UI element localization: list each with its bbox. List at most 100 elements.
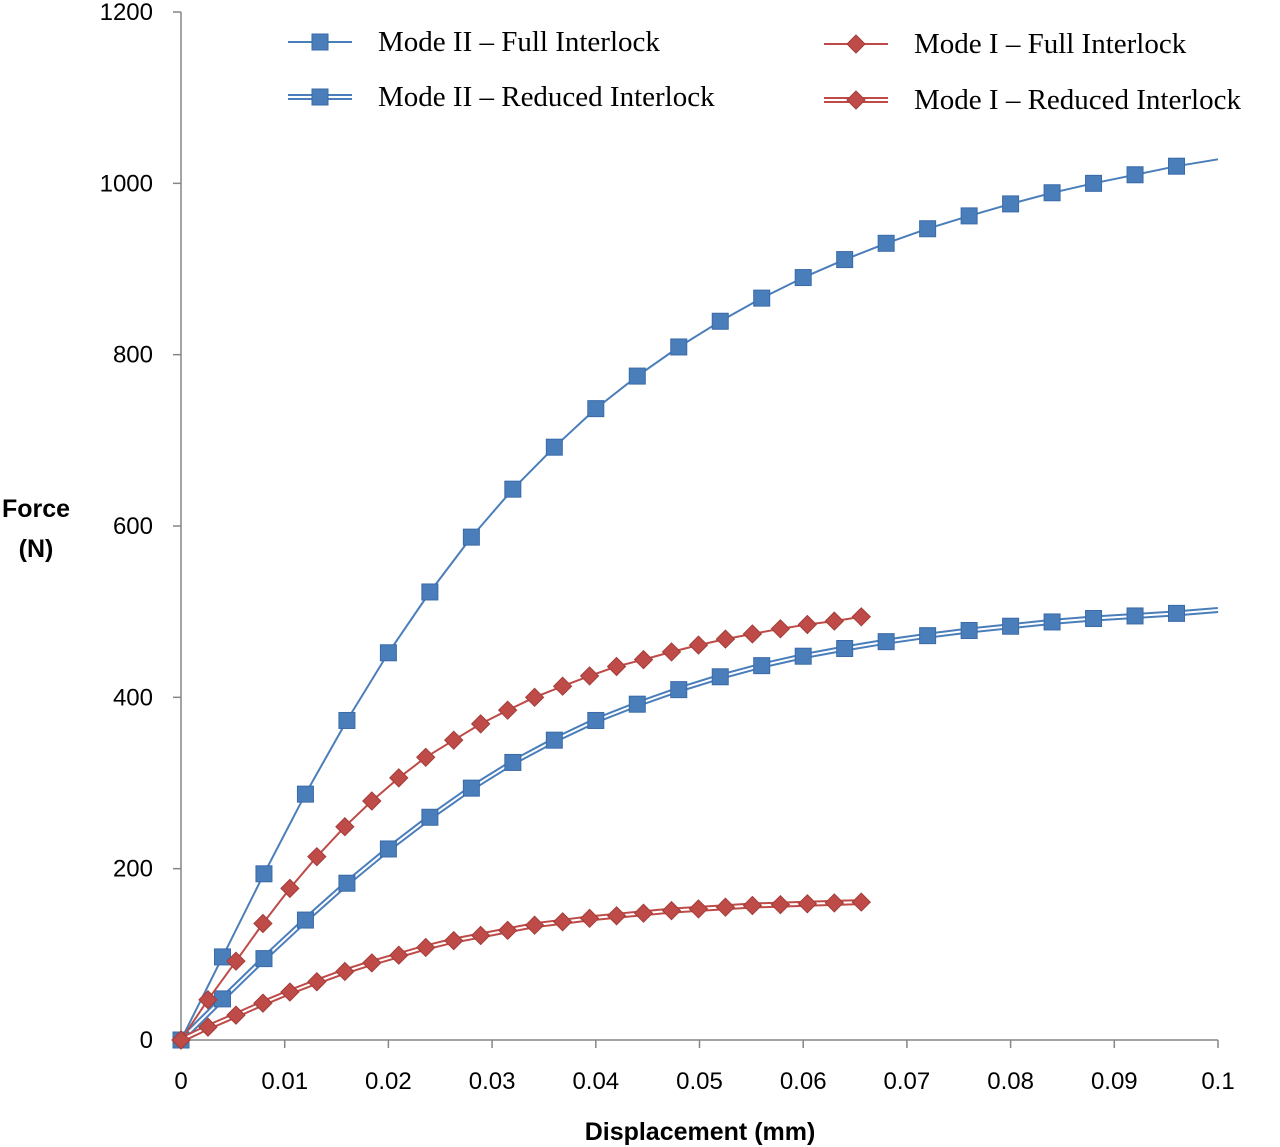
data-point (670, 338, 688, 356)
data-point (1085, 174, 1103, 192)
data-point (545, 438, 563, 456)
data-point (960, 207, 978, 225)
data-point (389, 768, 409, 788)
data-point (797, 614, 818, 635)
data-point (171, 1030, 191, 1050)
series-line-outer (179, 899, 862, 1043)
legend-label: Mode II – Reduced Interlock (378, 81, 715, 113)
y-tick-label: 0 (140, 1027, 153, 1054)
data-point (421, 583, 439, 601)
data-point (579, 666, 600, 686)
data-point (552, 676, 573, 696)
data-point (1002, 195, 1020, 213)
data-point (416, 747, 436, 768)
data-point (338, 711, 356, 729)
data-point (877, 234, 895, 252)
data-point (421, 808, 439, 826)
data-point (824, 893, 845, 913)
data-point (1168, 157, 1186, 175)
data-point (579, 908, 600, 929)
data-point (444, 730, 464, 750)
data-point (633, 649, 654, 670)
data-point (715, 897, 736, 917)
legend-label: Mode I – Full Interlock (914, 28, 1187, 60)
data-point (444, 930, 464, 951)
data-point (504, 480, 522, 498)
y-tick-label: 1200 (100, 0, 153, 26)
data-point (606, 906, 627, 926)
y-tick-label: 200 (113, 856, 153, 883)
data-point (307, 972, 327, 992)
data-point (416, 937, 436, 958)
legend-item: Mode II – Reduced Interlock (288, 81, 715, 113)
data-point (470, 714, 491, 734)
data-point (280, 878, 300, 899)
legend: Mode II – Full Interlock Mode II – Reduce… (288, 26, 1241, 116)
legend-marker (311, 33, 329, 51)
tick-labels: 0 200 400 600 800 1000 1200 0 0.01 0.02 0.03 0.04 0.… (100, 0, 1235, 1095)
data-point (307, 846, 327, 867)
legend-item: Mode I – Reduced Interlock (824, 84, 1241, 116)
data-point (253, 993, 273, 1013)
legend-marker (311, 88, 329, 106)
series-layer (171, 157, 1219, 1050)
data-point (587, 400, 605, 418)
legend-marker (846, 90, 866, 110)
data-point (661, 900, 682, 921)
data-point (362, 791, 382, 811)
data-point (770, 894, 791, 915)
data-point (606, 656, 627, 677)
data-point (470, 925, 491, 946)
data-point (1043, 613, 1061, 631)
y-tick-label: 400 (113, 684, 153, 711)
x-tick-label: 0.03 (469, 1068, 516, 1095)
data-point (824, 611, 845, 631)
data-point (715, 629, 736, 649)
series-1 (172, 604, 1219, 1049)
legend-label: Mode I – Reduced Interlock (914, 84, 1241, 116)
x-tick-label: 0.08 (987, 1068, 1034, 1095)
data-point (213, 990, 231, 1008)
data-point (797, 894, 818, 914)
axis-titles: Displacement (mm) Force (N) (2, 495, 815, 1146)
data-point (1002, 617, 1020, 635)
data-point (628, 695, 646, 713)
data-point (670, 681, 688, 699)
data-point (1043, 184, 1061, 202)
data-point (960, 622, 978, 640)
data-point (770, 619, 791, 639)
data-point (462, 528, 480, 546)
data-point (335, 816, 355, 837)
data-point (794, 647, 812, 665)
data-point (753, 289, 771, 307)
x-tick-label: 0.09 (1091, 1068, 1138, 1095)
data-point (836, 640, 854, 658)
y-tick-label: 800 (113, 342, 153, 369)
series-line-inner (180, 901, 862, 1041)
x-tick-label: 0.06 (780, 1068, 827, 1095)
data-point (362, 953, 382, 973)
y-tick-label: 600 (113, 513, 153, 540)
x-axis-title: Displacement (mm) (585, 1118, 816, 1146)
x-tick-label: 0.02 (365, 1068, 412, 1095)
data-point (524, 687, 545, 708)
y-axis-title-line-1: Force (2, 495, 70, 523)
series-line (180, 615, 862, 1041)
axes (173, 11, 1219, 1048)
data-point (628, 367, 646, 385)
x-tick-label: 0.07 (884, 1068, 931, 1095)
legend-label: Mode II – Full Interlock (378, 26, 660, 58)
data-point (688, 635, 709, 655)
data-point (335, 961, 355, 982)
data-point (524, 915, 545, 935)
data-point (851, 607, 871, 627)
data-point (851, 892, 871, 912)
data-point (836, 251, 854, 269)
data-point (753, 657, 771, 675)
y-axis-title-line-2: (N) (19, 535, 54, 563)
data-point (1126, 607, 1144, 625)
series-3 (171, 892, 871, 1050)
legend-item: Mode I – Full Interlock (824, 28, 1187, 60)
data-point (255, 950, 273, 968)
data-point (877, 633, 895, 651)
